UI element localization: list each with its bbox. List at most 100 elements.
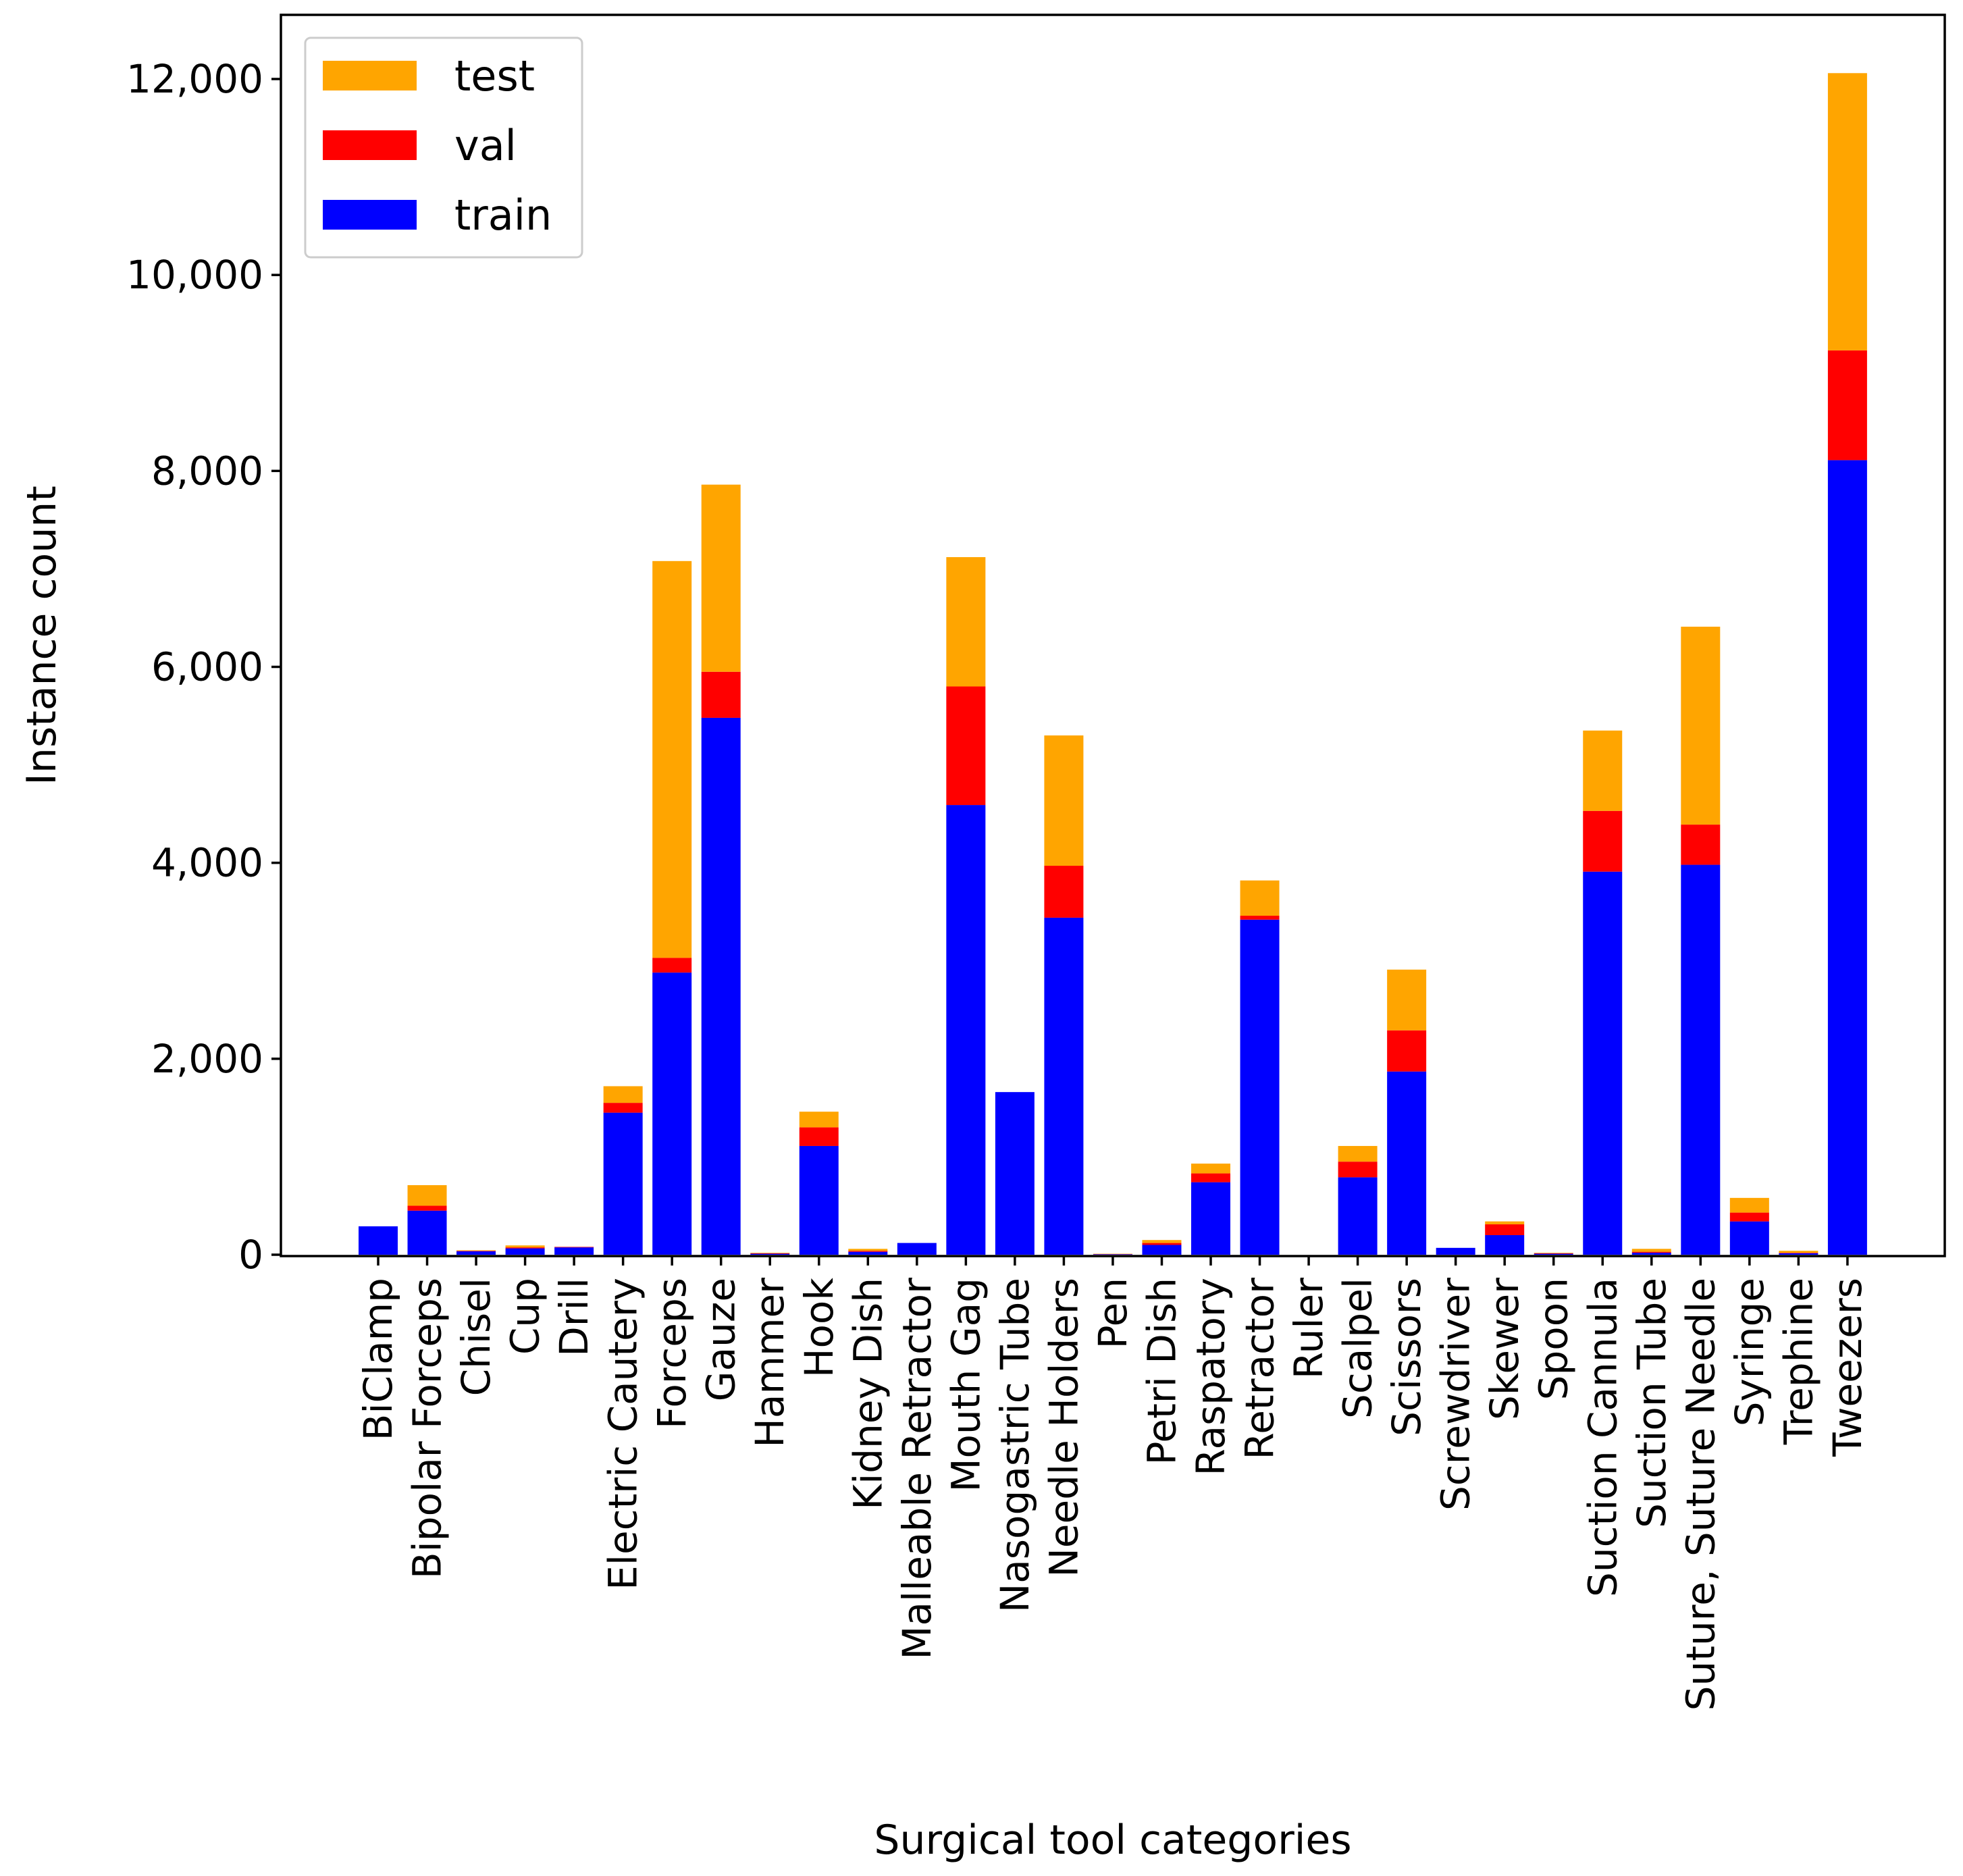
bar-train <box>1142 1245 1182 1255</box>
bar-train <box>1191 1182 1231 1255</box>
bar-train <box>799 1145 839 1255</box>
x-tick-label: Screwdriver <box>1433 1278 1479 1511</box>
bar-train <box>848 1251 888 1255</box>
x-tick-label: Retractor <box>1237 1278 1283 1460</box>
legend-swatch-val <box>323 130 417 160</box>
bar-train <box>1093 1254 1132 1255</box>
bar-val <box>946 686 986 806</box>
bar-val <box>1631 1251 1671 1253</box>
bar-val <box>505 1247 545 1249</box>
bar-train <box>603 1112 643 1255</box>
bar-val <box>407 1205 447 1211</box>
x-tick-label: Needle Holders <box>1041 1278 1087 1578</box>
bar-train <box>456 1251 496 1255</box>
bars-layer <box>359 73 1867 1255</box>
bar-test <box>1338 1145 1378 1162</box>
x-tick-label: Malleable Retractor <box>894 1278 940 1660</box>
bar-test <box>1827 73 1867 350</box>
x-tick-label: Raspatory <box>1188 1278 1234 1476</box>
bar-val <box>1583 810 1623 872</box>
bar-test <box>1387 969 1427 1031</box>
bar-train <box>1338 1177 1378 1255</box>
bar-train <box>750 1253 790 1255</box>
x-axis: BiClamp Bipolar Forceps Chisel Cup Drill Elec… <box>355 1256 1870 1711</box>
bar-test <box>1240 880 1280 916</box>
bar-train <box>701 717 741 1255</box>
bar-train <box>1534 1253 1573 1255</box>
bar-test <box>1729 1197 1769 1213</box>
bar-val <box>1681 825 1721 865</box>
y-tick-label: 2,000 <box>151 1036 263 1082</box>
bar-val <box>701 671 741 718</box>
bar-val <box>1338 1162 1378 1178</box>
bar-test <box>652 561 692 958</box>
bar-test <box>1583 730 1623 811</box>
legend-label-test: test <box>454 51 535 101</box>
x-tick-label: Mouth Gag <box>943 1278 989 1492</box>
bar-test <box>1779 1251 1818 1253</box>
legend-label-train: train <box>454 190 552 240</box>
bar-train <box>359 1226 398 1255</box>
legend-swatch-train <box>323 200 417 230</box>
x-tick-label: Ruler <box>1286 1278 1332 1379</box>
x-axis-title: Surgical tool categories <box>874 1817 1351 1864</box>
x-tick-label: Chisel <box>453 1278 499 1396</box>
bar-test <box>505 1245 545 1248</box>
x-tick-label: Scalpel <box>1335 1278 1381 1419</box>
bar-train <box>1436 1247 1475 1255</box>
x-tick-label: BiClamp <box>355 1278 401 1440</box>
x-tick-label: Pen <box>1090 1278 1136 1349</box>
x-tick-label: Petri Dish <box>1138 1278 1184 1465</box>
bar-train <box>505 1248 545 1255</box>
y-tick-label: 0 <box>238 1232 263 1278</box>
bar-test <box>1631 1249 1671 1252</box>
bar-train <box>897 1243 937 1255</box>
bar-train <box>1485 1234 1525 1255</box>
y-tick-label: 8,000 <box>151 448 263 494</box>
bar-val <box>1387 1030 1427 1072</box>
x-tick-label: Scissors <box>1384 1278 1430 1436</box>
y-tick-label: 10,000 <box>126 252 263 298</box>
x-tick-label: Suction Tube <box>1629 1278 1675 1528</box>
bar-train <box>1681 864 1721 1255</box>
x-tick-label: Suture, Suture Needle <box>1677 1278 1723 1711</box>
bar-test <box>603 1086 643 1103</box>
x-tick-label: Spoon <box>1531 1278 1577 1400</box>
y-tick-label: 12,000 <box>126 56 263 102</box>
y-axis: 0 2,000 4,000 6,000 8,000 10,000 12,000 <box>126 56 281 1278</box>
x-tick-label: Bipolar Forceps <box>404 1278 450 1579</box>
bar-train <box>1827 460 1867 1255</box>
bar-train <box>1729 1221 1769 1255</box>
bar-train <box>1583 871 1623 1255</box>
bar-train <box>407 1210 447 1255</box>
bar-train <box>1631 1253 1671 1255</box>
y-axis-title: Instance count <box>18 486 66 785</box>
bar-train <box>1387 1071 1427 1255</box>
y-tick-label: 6,000 <box>151 644 263 690</box>
bar-train <box>554 1247 594 1255</box>
bar-train <box>1779 1253 1818 1255</box>
bar-train <box>946 805 986 1255</box>
bar-train <box>1044 917 1084 1255</box>
bar-val <box>1142 1243 1182 1245</box>
x-tick-label: Forceps <box>649 1278 695 1429</box>
x-tick-label: Electric Cautery <box>600 1278 646 1590</box>
bar-val <box>1240 916 1280 920</box>
bar-train <box>1240 919 1280 1255</box>
bar-test <box>1142 1240 1182 1243</box>
bar-val <box>603 1103 643 1113</box>
bar-val <box>1729 1212 1769 1222</box>
bar-val <box>1044 866 1084 918</box>
bar-train <box>652 972 692 1255</box>
bar-val <box>1191 1173 1231 1182</box>
bar-test <box>456 1250 496 1251</box>
bar-test <box>1044 735 1084 866</box>
bar-val <box>799 1127 839 1146</box>
x-tick-label: Trephine <box>1775 1278 1821 1445</box>
bar-test <box>1191 1164 1231 1174</box>
y-tick-label: 4,000 <box>151 840 263 886</box>
bar-val <box>1534 1253 1573 1254</box>
bar-val <box>1827 350 1867 461</box>
x-tick-label: Drill <box>551 1278 597 1357</box>
